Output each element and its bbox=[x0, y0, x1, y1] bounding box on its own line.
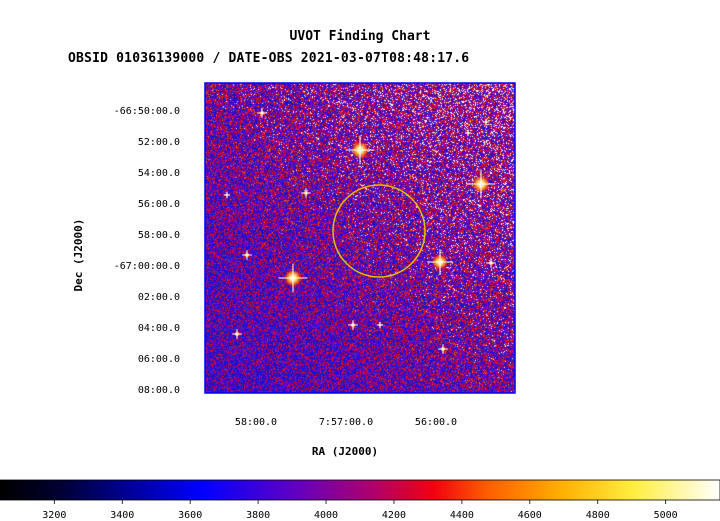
y-tick-label: 56:00.0 bbox=[138, 199, 180, 210]
colorbar-ticks: 3200 3400 3600 3800 4000 4200 4400 4600 4800 5000 bbox=[42, 500, 678, 521]
chart-subtitle: OBSID 01036139000 / DATE-OBS 2021-03-07T… bbox=[68, 51, 470, 66]
x-ticks: 58:00.0 7:57:00.0 56:00.0 bbox=[235, 417, 457, 428]
y-tick-label: 02:00.0 bbox=[138, 292, 180, 303]
chart-title: UVOT Finding Chart bbox=[289, 29, 431, 44]
x-tick-label: 56:00.0 bbox=[415, 417, 457, 428]
colorbar bbox=[0, 479, 720, 501]
y-tick-label: 06:00.0 bbox=[138, 354, 180, 365]
colorbar-tick-label: 3200 bbox=[42, 510, 66, 521]
y-tick-label: 54:00.0 bbox=[138, 168, 180, 179]
colorbar-tick-label: 4800 bbox=[586, 510, 610, 521]
colorbar-tick-label: 4600 bbox=[518, 510, 542, 521]
target-circle bbox=[332, 184, 426, 278]
colorbar-tick-label: 4400 bbox=[450, 510, 474, 521]
y-tick-label: 52:00.0 bbox=[138, 137, 180, 148]
x-axis-label: RA (J2000) bbox=[312, 445, 378, 458]
y-tick-label: 58:00.0 bbox=[138, 230, 180, 241]
x-tick-label: 7:57:00.0 bbox=[319, 417, 373, 428]
colorbar-tick-label: 4200 bbox=[382, 510, 406, 521]
y-tick-label: 04:00.0 bbox=[138, 323, 180, 334]
colorbar-tick-label: 3400 bbox=[110, 510, 134, 521]
colorbar-tick-label: 3600 bbox=[178, 510, 202, 521]
colorbar-tick-label: 3800 bbox=[246, 510, 270, 521]
sky-pixels bbox=[205, 83, 515, 393]
y-ticks: -66:50:00.0 52:00.0 54:00.0 56:00.0 58:00.0 -… bbox=[114, 106, 180, 396]
x-tick-label: 58:00.0 bbox=[235, 417, 277, 428]
y-axis-label: Dec (J2000) bbox=[72, 219, 85, 292]
y-tick-label: -67:00:00.0 bbox=[114, 261, 180, 272]
sky-image bbox=[205, 83, 515, 393]
y-tick-label: 08:00.0 bbox=[138, 385, 180, 396]
y-tick-label: -66:50:00.0 bbox=[114, 106, 180, 117]
colorbar-tick-label: 4000 bbox=[314, 510, 338, 521]
image-frame bbox=[204, 82, 516, 394]
colorbar-tick-label: 5000 bbox=[654, 510, 678, 521]
